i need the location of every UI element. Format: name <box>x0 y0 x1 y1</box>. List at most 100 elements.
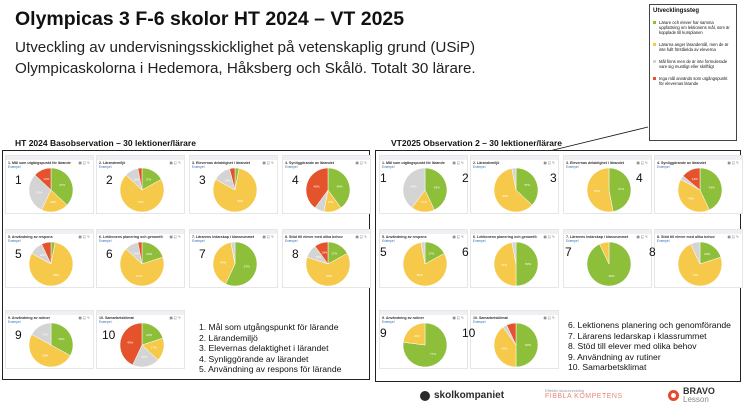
criteria-item: 10. Samarbetsklimat <box>568 362 647 373</box>
example-link[interactable]: Exempel <box>566 239 579 243</box>
card-title: 7. Lärarens ledarskap i klassrummet <box>566 235 629 239</box>
criteria-item: 8. Stöd till elever med olika behov <box>568 341 697 352</box>
card-toolbar-icons[interactable]: ▦ ◱ ✎ <box>727 161 740 165</box>
criteria-item: 9. Användning av rutiner <box>568 351 661 362</box>
skolkompaniet-logo: skolkompaniet <box>420 390 504 401</box>
criteria-item: 5. Användning av respons för lärande <box>199 364 342 375</box>
card-toolbar-icons[interactable]: ▦ ◱ ✎ <box>355 161 368 165</box>
chart-card: 2. Lärandemiljö Exempel ▦ ◱ ✎ 37% 60% <box>470 155 559 214</box>
card-toolbar-icons[interactable]: ▦ ◱ ✎ <box>543 235 556 239</box>
pie-slice <box>225 241 258 287</box>
card-number: 4 <box>636 171 643 185</box>
card-toolbar-icons[interactable]: ▦ ◱ ✎ <box>169 316 182 320</box>
pie-slice-label: 80% <box>53 273 59 277</box>
legend-item: Lärare och elever har samma uppfattning … <box>653 20 733 35</box>
example-link[interactable]: Exempel <box>382 320 395 324</box>
pie-slice <box>212 242 236 285</box>
pie-slice <box>119 248 165 287</box>
card-toolbar-icons[interactable]: ▦ ◱ ✎ <box>78 161 91 165</box>
card-toolbar-icons[interactable]: ▦ ◱ ✎ <box>78 235 91 239</box>
pie-slice-label: 53% <box>594 189 600 193</box>
pie-slice-label: 17% <box>151 346 157 350</box>
pie-slice-label: 80% <box>237 199 243 203</box>
card-number: 2 <box>106 173 113 187</box>
pie-slice-label: 50% <box>525 262 531 266</box>
card-toolbar-icons[interactable]: ▦ ◱ ✎ <box>262 161 275 165</box>
card-toolbar-icons[interactable]: ▦ ◱ ✎ <box>636 235 649 239</box>
chart-card: 5. Användning av respons Exempel ▦ ◱ ✎ 17% 8… <box>379 229 468 288</box>
pie-slice <box>515 167 539 206</box>
pie-slice-label: 40% <box>336 184 342 188</box>
card-title: 9. Användning av rutiner <box>8 316 50 320</box>
legend-item: Lärarna anger lärandemål, men de är inte… <box>653 42 733 52</box>
pie-slice-label: 93% <box>609 274 615 278</box>
pie-slice-label: 40% <box>501 347 507 351</box>
card-top-bar <box>6 311 93 315</box>
pie-slice-label: 10% <box>133 251 139 255</box>
legend-swatch <box>653 21 656 24</box>
example-link[interactable]: Exempel <box>657 165 670 169</box>
card-toolbar-icons[interactable]: ▦ ◱ ✎ <box>169 235 182 239</box>
chart-card: 6. Lektionens planering och genomförande… <box>470 229 559 288</box>
chart-card: 5. Användning av respons Exempel ▦ ◱ ✎ 80% 1… <box>5 229 94 288</box>
example-link[interactable]: Exempel <box>192 239 205 243</box>
example-link[interactable]: Exempel <box>566 165 579 169</box>
card-top-bar <box>190 230 277 234</box>
pie-slice <box>119 174 165 213</box>
pie-slice-label: 20% <box>704 252 710 256</box>
pie-slice-label: 10% <box>40 253 46 257</box>
pie-slice <box>682 167 701 191</box>
subtitle-line-1: Utveckling av undervisningsskicklighet p… <box>15 39 476 56</box>
example-link[interactable]: Exempel <box>99 165 112 169</box>
card-toolbar-icons[interactable]: ▦ ◱ ✎ <box>636 161 649 165</box>
card-toolbar-icons[interactable]: ▦ ◱ ✎ <box>355 235 368 239</box>
pie-slice-label: 10% <box>315 255 321 259</box>
bravo-lesson-logo: BRAVO Lesson <box>668 387 715 404</box>
example-link[interactable]: Exempel <box>473 239 486 243</box>
criteria-list-1: 1. Mål som utgångspunkt för lärande 2. L… <box>199 322 341 375</box>
pie-slice <box>230 241 236 265</box>
card-toolbar-icons[interactable]: ▦ ◱ ✎ <box>452 235 465 239</box>
card-number: 9 <box>380 326 387 340</box>
example-link[interactable]: Exempel <box>192 165 205 169</box>
chart-card: 4. Synliggörande av lärandet Exempel ▦ ◱ ✎… <box>282 155 371 214</box>
card-number: 5 <box>380 245 387 259</box>
pie-slice-label: 73% <box>692 273 698 277</box>
card-title: 4. Synliggörande av lärandet <box>285 161 334 165</box>
example-link[interactable]: Exempel <box>382 239 395 243</box>
card-toolbar-icons[interactable]: ▦ ◱ ✎ <box>262 235 275 239</box>
chart-card: 8. Stöd till elever med olika behov Exemp… <box>282 229 371 288</box>
pie-slice <box>28 334 71 368</box>
card-toolbar-icons[interactable]: ▦ ◱ ✎ <box>452 316 465 320</box>
card-toolbar-icons[interactable]: ▦ ◱ ✎ <box>727 235 740 239</box>
example-link[interactable]: Exempel <box>99 320 112 324</box>
example-link[interactable]: Exempel <box>285 239 298 243</box>
pie-chart: 17% 63% 10%10% <box>305 241 351 287</box>
example-link[interactable]: Exempel <box>473 320 486 324</box>
example-link[interactable]: Exempel <box>657 239 670 243</box>
card-toolbar-icons[interactable]: ▦ ◱ ✎ <box>169 161 182 165</box>
card-toolbar-icons[interactable]: ▦ ◱ ✎ <box>78 316 91 320</box>
pie-slice-label: 50% <box>525 343 531 347</box>
page-title: Olympicas 3 F-6 skolor HT 2024 – VT 2025 <box>15 8 405 30</box>
card-top-bar <box>564 230 651 234</box>
legend-text: Lärarna anger lärandemål, men de är inte… <box>659 42 729 52</box>
example-link[interactable]: Exempel <box>473 165 486 169</box>
example-link[interactable]: Exempel <box>382 165 395 169</box>
card-toolbar-icons[interactable]: ▦ ◱ ✎ <box>452 161 465 165</box>
card-title: 10. Samarbetsklimat <box>473 316 508 320</box>
card-title: 6. Lektionens planering och genomförande <box>473 235 537 239</box>
pie-slice-label: 70% <box>137 200 143 204</box>
pie-chart: 57% 40% <box>212 241 258 287</box>
card-number: 10 <box>462 326 476 340</box>
card-top-bar <box>655 156 742 160</box>
example-link[interactable]: Exempel <box>8 165 21 169</box>
example-link[interactable]: Exempel <box>99 239 112 243</box>
example-link[interactable]: Exempel <box>285 165 298 169</box>
example-link[interactable]: Exempel <box>8 320 21 324</box>
card-toolbar-icons[interactable]: ▦ ◱ ✎ <box>543 161 556 165</box>
pie-slice <box>677 179 710 213</box>
card-toolbar-icons[interactable]: ▦ ◱ ✎ <box>543 316 556 320</box>
card-number: 5 <box>15 247 22 261</box>
example-link[interactable]: Exempel <box>8 239 21 243</box>
